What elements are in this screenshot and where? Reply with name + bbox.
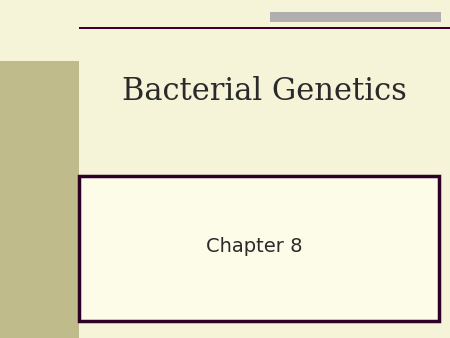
Bar — [270, 12, 441, 22]
Text: Chapter 8: Chapter 8 — [206, 237, 302, 256]
Bar — [79, 176, 439, 321]
Bar — [79, 27, 450, 29]
Text: Bacterial Genetics: Bacterial Genetics — [122, 76, 406, 107]
Bar — [0, 61, 79, 338]
